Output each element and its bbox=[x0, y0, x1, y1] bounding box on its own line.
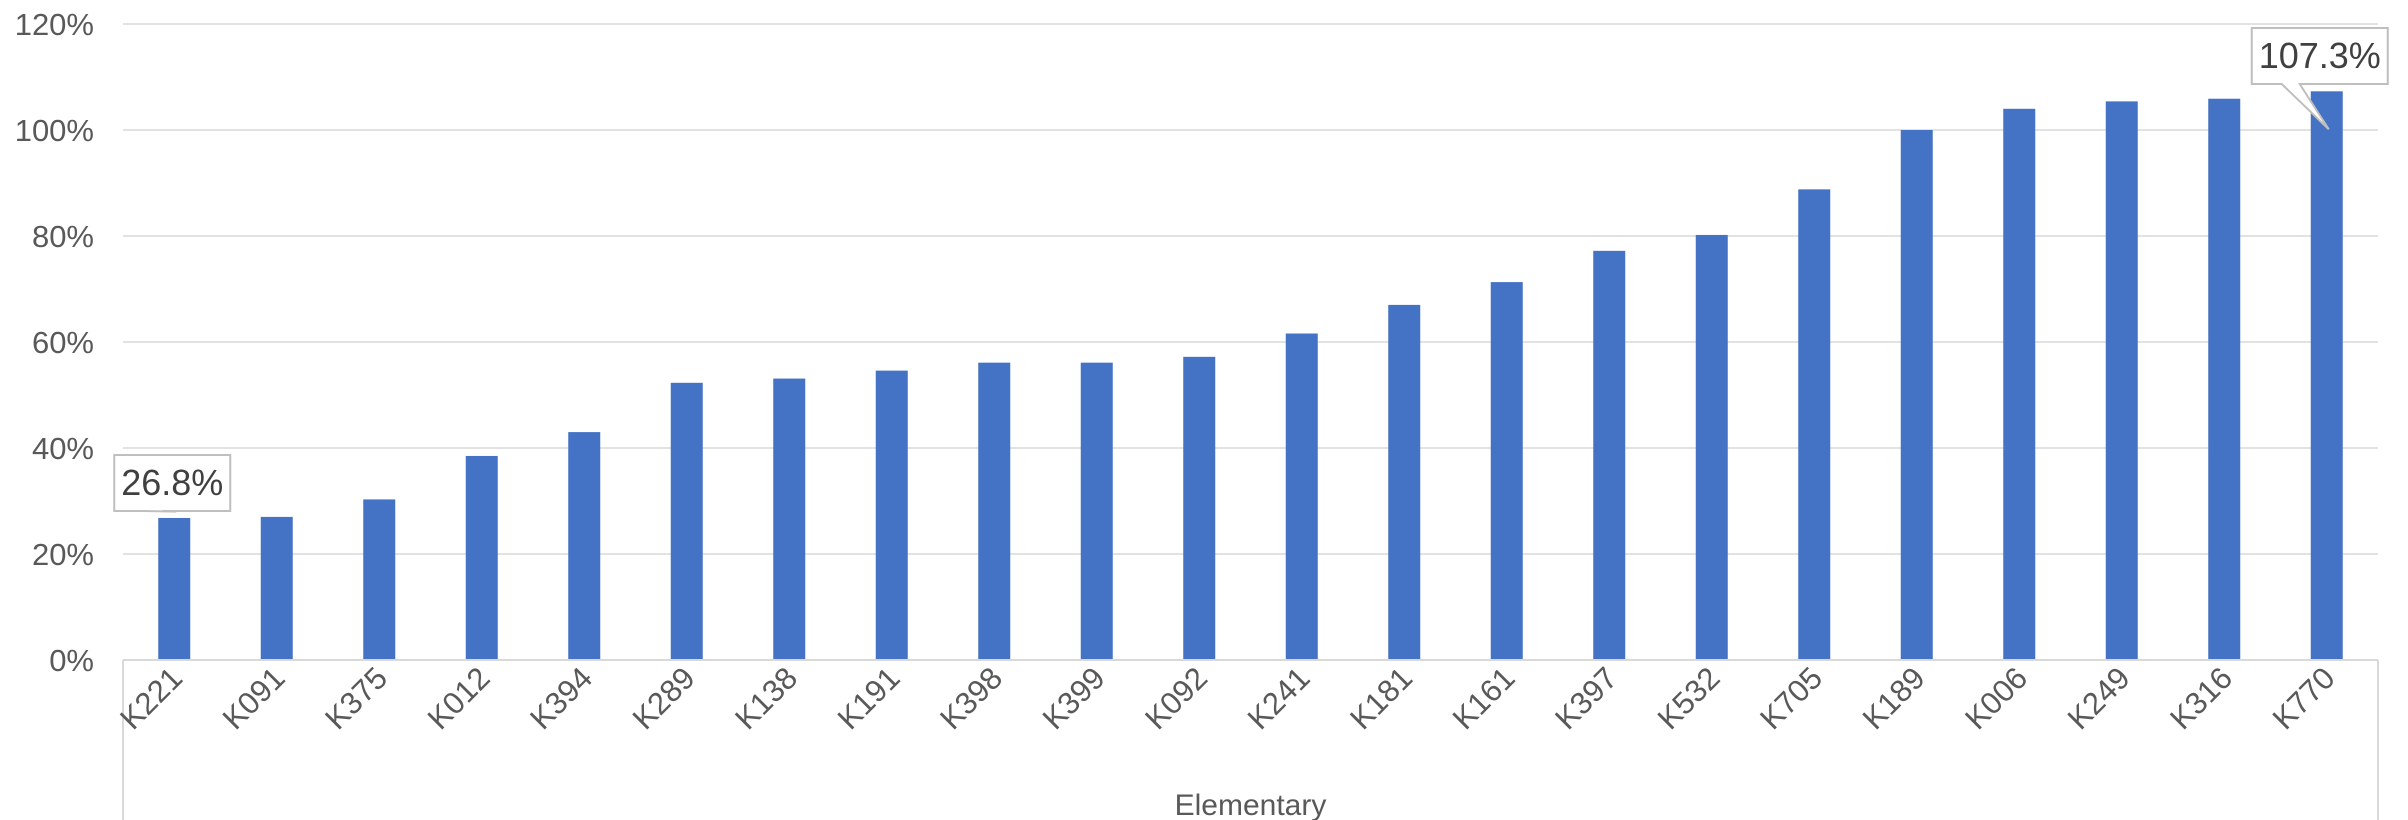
x-tick-label: K221 bbox=[113, 660, 189, 736]
bar bbox=[2003, 108, 2036, 661]
bar bbox=[1798, 189, 1831, 661]
x-tick-label: K092 bbox=[1138, 660, 1214, 736]
x-tick-label: K191 bbox=[831, 660, 907, 736]
y-tick-label: 120% bbox=[15, 7, 94, 42]
x-tick-label: K006 bbox=[1958, 660, 2034, 736]
y-tick-label: 100% bbox=[15, 113, 94, 148]
bar bbox=[875, 370, 908, 660]
bar bbox=[773, 378, 806, 660]
x-tick-label: K375 bbox=[318, 660, 394, 736]
bar bbox=[670, 382, 703, 660]
y-tick-label: 60% bbox=[32, 325, 94, 360]
x-tick-label: K161 bbox=[1446, 660, 1522, 736]
x-tick-label: K397 bbox=[1548, 660, 1624, 736]
x-tick-label: K399 bbox=[1036, 660, 1112, 736]
bar bbox=[1388, 304, 1421, 660]
data-callout: 107.3% bbox=[2250, 27, 2389, 131]
bar bbox=[1593, 250, 1626, 660]
x-tick-label: K289 bbox=[626, 660, 702, 736]
data-callout: 26.8% bbox=[113, 454, 232, 513]
callout-label: 107.3% bbox=[2259, 35, 2381, 76]
callout-box bbox=[2250, 27, 2389, 131]
x-tick-label: K398 bbox=[933, 660, 1009, 736]
bar bbox=[1490, 282, 1523, 660]
bar bbox=[1183, 356, 1216, 660]
callout-label: 26.8% bbox=[121, 462, 223, 503]
bar bbox=[260, 516, 293, 660]
x-tick-label: K770 bbox=[2266, 660, 2342, 736]
bar bbox=[1285, 333, 1318, 660]
x-tick-label: K705 bbox=[1753, 660, 1829, 736]
y-tick-label: 80% bbox=[32, 219, 94, 254]
x-tick-label: K012 bbox=[421, 660, 497, 736]
y-tick-label: 20% bbox=[32, 537, 94, 572]
callout-box bbox=[113, 454, 232, 513]
bar bbox=[158, 517, 191, 660]
bar bbox=[1080, 362, 1113, 660]
bar bbox=[568, 432, 601, 660]
bar bbox=[2105, 101, 2138, 660]
bar bbox=[978, 362, 1011, 660]
bar bbox=[363, 499, 396, 660]
x-tick-label: K249 bbox=[2061, 660, 2137, 736]
x-tick-label: K181 bbox=[1343, 660, 1419, 736]
bar bbox=[1900, 130, 1933, 660]
x-tick-label: K091 bbox=[216, 660, 292, 736]
bar bbox=[2208, 98, 2241, 661]
x-group-label: Elementary bbox=[1175, 789, 1327, 820]
bar bbox=[2310, 91, 2343, 660]
x-tick-label: K189 bbox=[1856, 660, 1932, 736]
y-tick-label: 0% bbox=[49, 643, 94, 678]
x-tick-label: K241 bbox=[1241, 660, 1317, 736]
x-tick-label: K532 bbox=[1651, 660, 1727, 736]
bar bbox=[1695, 234, 1728, 660]
bar bbox=[465, 455, 498, 660]
x-tick-label: K394 bbox=[523, 660, 599, 736]
x-tick-label: K316 bbox=[2163, 660, 2239, 736]
x-tick-label: K138 bbox=[728, 660, 804, 736]
y-tick-label: 40% bbox=[32, 431, 94, 466]
